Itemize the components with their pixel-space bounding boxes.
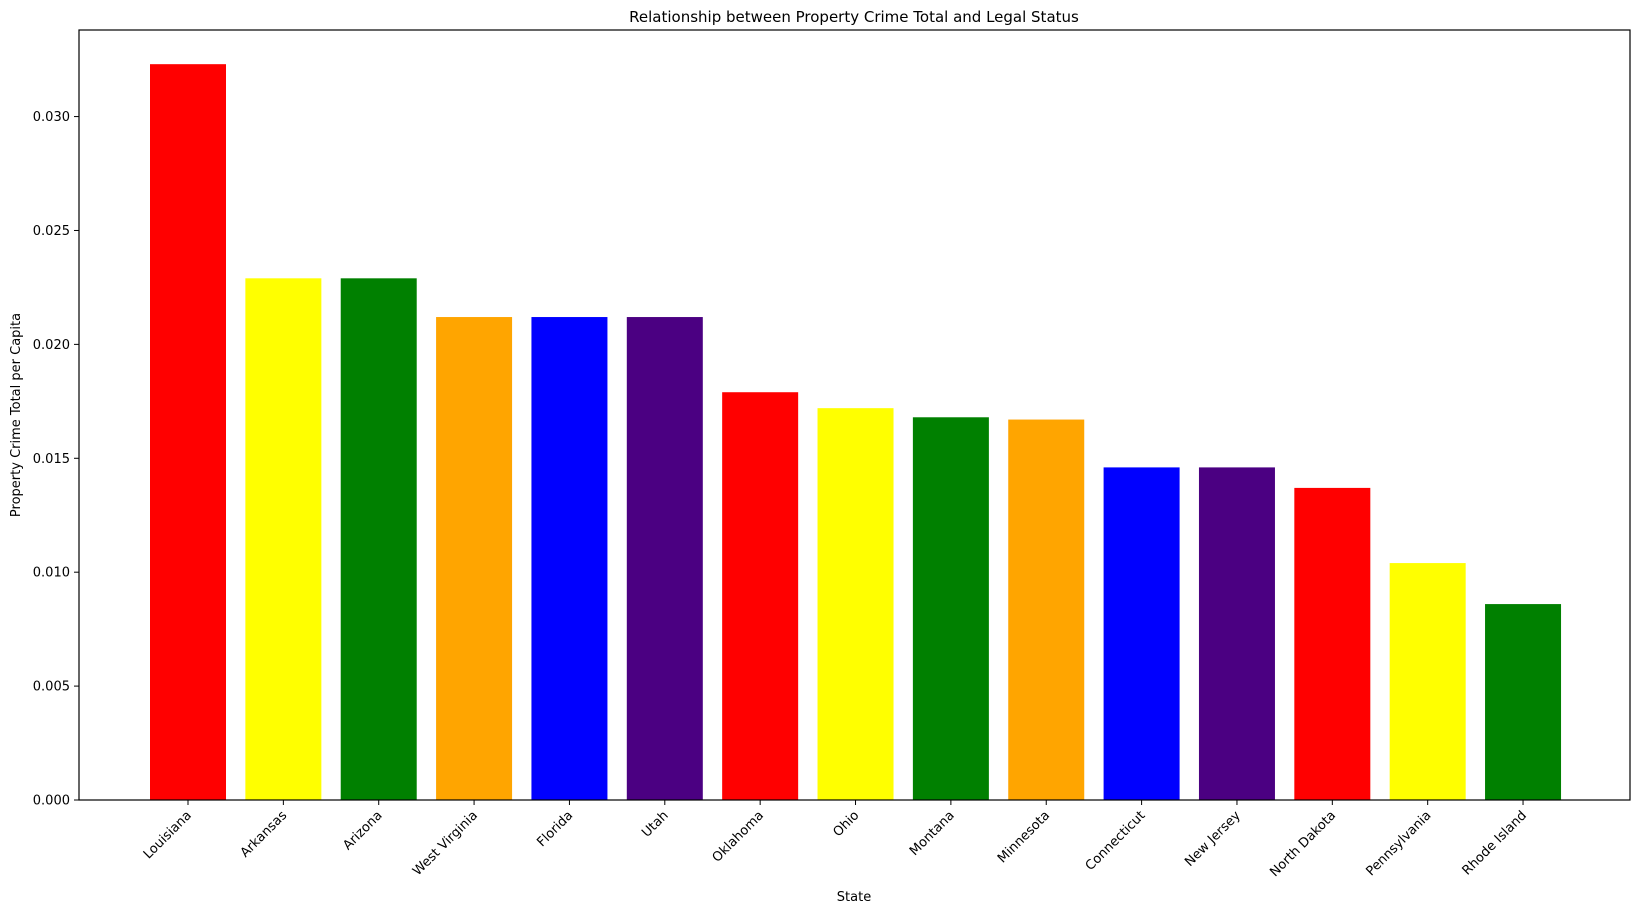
plot-area-frame — [78, 29, 1631, 801]
x-tick-label: North Dakota — [1267, 808, 1339, 880]
bar-louisiana — [150, 64, 226, 800]
bars-group — [150, 64, 1562, 800]
x-tick-label: Oklahoma — [710, 808, 767, 865]
x-tick-label: Arkansas — [238, 808, 291, 861]
x-tick-label: West Virginia — [410, 808, 481, 879]
y-axis-ticks: 0.000 0.005 0.010 0.015 0.020 0.025 0.030 — [33, 110, 79, 809]
bar-connecticut — [1103, 467, 1180, 800]
x-axis-label: State — [837, 890, 871, 905]
y-tick-label: 0.010 — [33, 566, 70, 581]
x-tick-label: Rhode Island — [1460, 808, 1530, 878]
y-tick-label: 0.030 — [33, 110, 70, 125]
bar-rhode-island — [1485, 604, 1562, 800]
bar-west-virginia — [436, 317, 513, 800]
x-tick-label: Ohio — [830, 808, 862, 840]
y-tick-label: 0.005 — [33, 680, 70, 695]
bar-new-jersey — [1198, 467, 1275, 800]
x-tick-label: Connecticut — [1083, 808, 1149, 874]
bar-ohio — [817, 408, 894, 800]
x-tick-label: Montana — [907, 808, 958, 859]
bar-pennsylvania — [1389, 563, 1466, 800]
bar-arizona — [340, 278, 417, 800]
x-tick-label: Florida — [534, 808, 576, 850]
y-tick-label: 0.025 — [33, 224, 70, 239]
bar-north-dakota — [1294, 487, 1371, 800]
x-tick-label: Arizona — [340, 808, 385, 853]
bar-oklahoma — [722, 392, 799, 800]
x-axis-ticks: Louisiana Arkansas Arizona West Virginia Flo… — [141, 800, 1530, 880]
bar-montana — [912, 417, 989, 800]
x-tick-label: Pennsylvania — [1363, 808, 1434, 879]
x-tick-label: Louisiana — [141, 808, 195, 862]
x-tick-label: New Jersey — [1182, 808, 1244, 870]
x-tick-label: Utah — [639, 808, 671, 840]
bar-minnesota — [1008, 419, 1085, 800]
chart-title: Relationship between Property Crime Tota… — [629, 8, 1079, 26]
y-tick-label: 0.000 — [33, 794, 70, 809]
bar-arkansas — [245, 278, 322, 800]
bar-utah — [626, 317, 703, 800]
y-axis-label: Property Crime Total per Capita — [9, 313, 24, 517]
x-tick-label: Minnesota — [995, 808, 1053, 866]
y-tick-label: 0.015 — [33, 452, 70, 467]
bar-florida — [531, 317, 608, 800]
y-tick-label: 0.020 — [33, 338, 70, 353]
